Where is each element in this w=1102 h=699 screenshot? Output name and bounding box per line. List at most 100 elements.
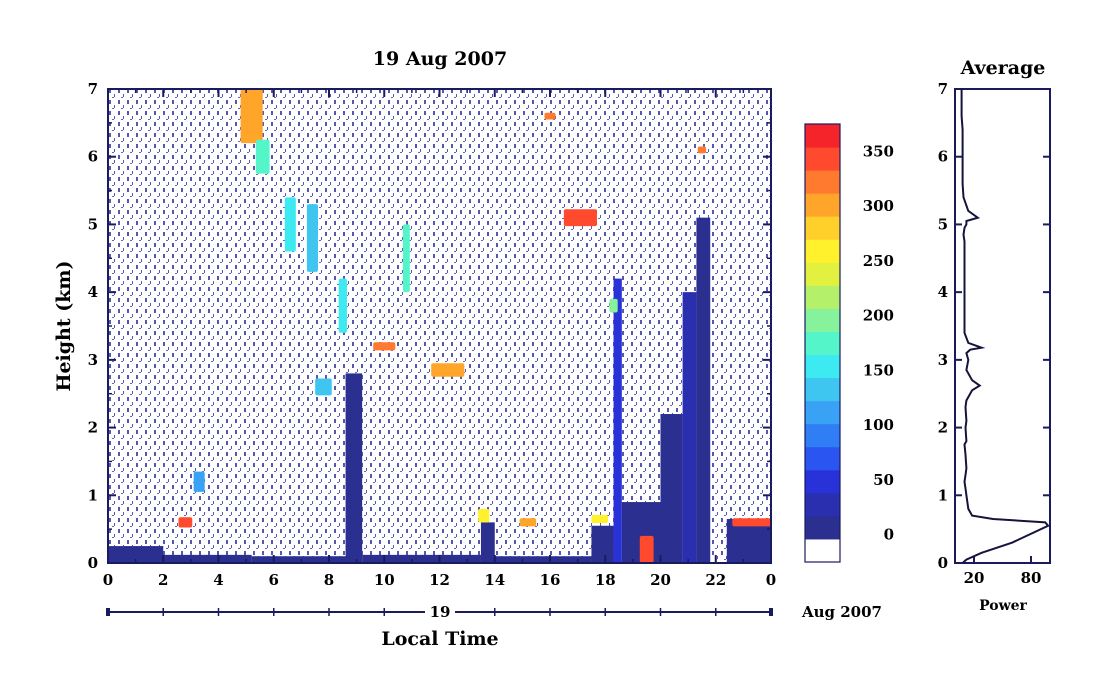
colorbar-segment bbox=[805, 400, 840, 425]
heatmap-layer bbox=[591, 525, 614, 563]
heatmap-feature bbox=[178, 517, 193, 528]
average-x-ticks: 20 80 bbox=[964, 556, 1042, 587]
heatmap-x-ticks: 0 2 4 6 8 10 12 14 16 18 20 22 0 bbox=[103, 89, 776, 616]
y-tick-label: 3 bbox=[88, 351, 98, 369]
average-y-tick-label: 3 bbox=[938, 351, 948, 369]
average-x-label: Power bbox=[979, 598, 1027, 614]
heatmap-y-ticks: 0 1 2 3 4 5 6 7 bbox=[88, 80, 771, 572]
x-tick-label: 10 bbox=[374, 571, 395, 589]
heatmap-feature bbox=[373, 342, 396, 351]
heatmap-feature bbox=[255, 139, 270, 174]
heatmap-feature bbox=[732, 518, 771, 527]
y-tick-label: 0 bbox=[88, 554, 98, 572]
colorbar-segment bbox=[805, 331, 840, 356]
date-axis-label-bg bbox=[425, 602, 455, 622]
colorbar-frame bbox=[804, 123, 841, 563]
y-tick-label: 7 bbox=[88, 80, 98, 98]
x-tick-label: 2 bbox=[158, 571, 168, 589]
heatmap-layer bbox=[480, 522, 495, 563]
heatmap-layer bbox=[251, 556, 349, 563]
colorbar-tick-label: 350 bbox=[863, 142, 894, 160]
heatmap-feature bbox=[402, 224, 410, 293]
date-axis-day-label: 19 bbox=[430, 603, 451, 621]
colorbar-tick-label: 250 bbox=[863, 252, 894, 270]
average-y-tick-label: 5 bbox=[938, 215, 948, 233]
colorbar-tick-label: 50 bbox=[873, 471, 894, 489]
date-axis-month-label: Aug 2007 bbox=[801, 603, 882, 621]
colorbar-segment bbox=[805, 147, 840, 171]
colorbar-tick-label: 100 bbox=[863, 416, 894, 434]
heatmap-layer bbox=[108, 546, 164, 563]
average-y-tick-label: 2 bbox=[938, 419, 948, 437]
average-y-tick-label: 0 bbox=[938, 554, 948, 572]
heatmap-layer bbox=[345, 373, 363, 563]
heatmap-layer bbox=[682, 292, 697, 563]
y-tick-label: 6 bbox=[88, 148, 98, 166]
colorbar-tick-label: 0 bbox=[884, 526, 894, 544]
average-y-tick-label: 6 bbox=[938, 148, 948, 166]
date-axis-end-cap bbox=[769, 608, 773, 616]
heatmap-layer bbox=[660, 414, 683, 563]
colorbar-segment bbox=[805, 216, 840, 240]
colorbar-segments bbox=[805, 124, 840, 563]
average-y-tick-label: 7 bbox=[938, 80, 948, 98]
x-tick-label: 22 bbox=[705, 571, 726, 589]
average-power-line bbox=[960, 89, 1050, 564]
x-tick-label: 0 bbox=[103, 571, 113, 589]
heatmap-feature bbox=[609, 298, 618, 313]
heatmap-y-label: Height (km) bbox=[53, 261, 75, 392]
heatmap-feature bbox=[591, 514, 609, 524]
heatmap-layer bbox=[696, 217, 711, 563]
x-tick-label: 14 bbox=[484, 571, 505, 589]
heatmap-feature bbox=[193, 471, 205, 492]
average-title: Average bbox=[960, 57, 1046, 79]
x-tick-label: 8 bbox=[324, 571, 334, 589]
y-tick-label: 1 bbox=[88, 486, 98, 504]
colorbar-tick-labels: 0 50 100 150 200 250 300 350 bbox=[863, 142, 894, 543]
colorbar-segment bbox=[805, 239, 840, 263]
x-tick-label: 18 bbox=[595, 571, 616, 589]
colorbar-segment bbox=[805, 446, 840, 471]
colorbar-segment bbox=[805, 423, 840, 448]
x-tick-label: 6 bbox=[269, 571, 279, 589]
x-tick-label: 4 bbox=[213, 571, 223, 589]
colorbar-tick-label: 150 bbox=[863, 361, 894, 379]
average-y-tick-label: 1 bbox=[938, 486, 948, 504]
colorbar-segment bbox=[805, 262, 840, 286]
heatmap-feature bbox=[306, 204, 318, 272]
heatmap-feature bbox=[519, 518, 537, 527]
colorbar-tick-label: 300 bbox=[863, 197, 894, 215]
heatmap-x-label: Local Time bbox=[381, 628, 498, 650]
heatmap-feature bbox=[315, 378, 332, 396]
x-tick-label: 12 bbox=[429, 571, 450, 589]
heatmap-feature bbox=[431, 363, 465, 377]
y-tick-label: 2 bbox=[88, 419, 98, 437]
average-plot-frame bbox=[954, 88, 1051, 564]
heatmap-feature bbox=[338, 278, 347, 333]
date-axis-start-cap bbox=[106, 608, 110, 616]
average-x-tick-label: 80 bbox=[1021, 569, 1042, 587]
heatmap-feature bbox=[563, 209, 597, 227]
colorbar-segment bbox=[805, 354, 840, 379]
heatmap-feature bbox=[478, 508, 490, 523]
colorbar-segment bbox=[805, 124, 840, 148]
x-tick-label: 16 bbox=[540, 571, 561, 589]
heatmap-feature bbox=[544, 112, 556, 120]
heatmap-title: 19 Aug 2007 bbox=[373, 48, 507, 70]
x-tick-label: 0 bbox=[766, 571, 776, 589]
heatmap-layer bbox=[613, 278, 622, 563]
colorbar-segment bbox=[805, 469, 840, 494]
heatmap-layer bbox=[362, 554, 481, 563]
heatmap-layer bbox=[494, 556, 592, 563]
heatmap-feature bbox=[284, 197, 296, 252]
colorbar-segment bbox=[805, 308, 840, 332]
colorbar-segment bbox=[805, 285, 840, 309]
y-tick-label: 4 bbox=[88, 283, 98, 301]
colorbar-segment bbox=[805, 170, 840, 194]
colorbar-segment bbox=[805, 538, 840, 563]
colorbar-tick-label: 200 bbox=[863, 307, 894, 325]
average-x-tick-label: 20 bbox=[964, 569, 985, 587]
